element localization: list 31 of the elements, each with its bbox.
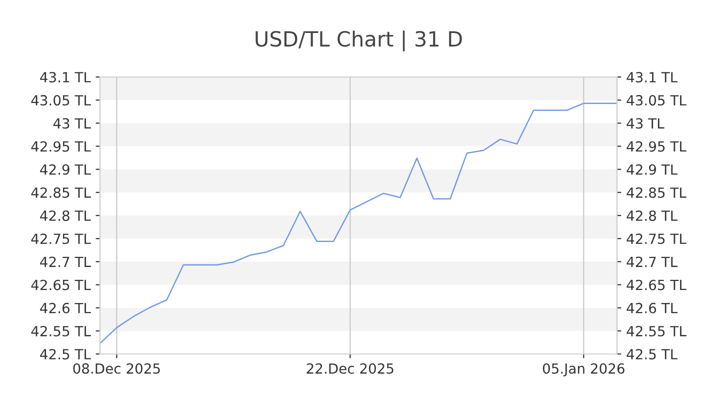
y2-tick-label: 43.1 TL	[626, 72, 678, 82]
y2-tick-label: 42.7 TL	[626, 256, 678, 267]
y2-tick-label: 43 TL	[626, 118, 664, 129]
y2-tick-label: 42.55 TL	[626, 326, 686, 336]
y-tick-label: 42.85 TL	[31, 187, 91, 198]
chart-title: USD/TL Chart | 31 D	[256, 30, 462, 52]
x-tick-label: 22.Dec 2025	[306, 363, 394, 374]
y2-tick-label: 42.5 TL	[626, 348, 678, 360]
y-tick-label: 42.75 TL	[31, 234, 91, 244]
y2-tick-label: 42.95 TL	[626, 141, 686, 152]
y2-tick-label: 42.65 TL	[626, 280, 686, 290]
y-tick-label: 42.8 TL	[40, 210, 91, 221]
y-tick-label: 43.1 TL	[40, 72, 91, 82]
y-tick-label: 42.55 TL	[31, 326, 91, 336]
y-tick-label: 43 TL	[53, 118, 91, 129]
x-tick-label: 05.Jan 2026	[542, 363, 624, 376]
y2-tick-label: 42.6 TL	[626, 302, 678, 314]
line-series	[100, 102, 617, 344]
y2-tick-label: 42.85 TL	[626, 187, 686, 198]
y-tick-label: 42.5 TL	[40, 348, 91, 360]
y-tick-label: 42.95 TL	[31, 141, 91, 152]
y2-tick-label: 42.9 TL	[626, 164, 678, 175]
y-tick-label: 42.65 TL	[31, 280, 91, 290]
x-tick-label: 08.Dec 2025	[73, 363, 160, 374]
y2-tick-label: 42.8 TL	[626, 210, 678, 221]
y-tick-label: 43.05 TL	[31, 95, 91, 106]
y2-tick-label: 43.05 TL	[626, 95, 686, 106]
y-tick-label: 42.6 TL	[40, 302, 91, 314]
y-tick-label: 42.9 TL	[40, 164, 91, 175]
y2-tick-label: 42.75 TL	[626, 234, 686, 244]
y-tick-label: 42.7 TL	[40, 256, 91, 267]
